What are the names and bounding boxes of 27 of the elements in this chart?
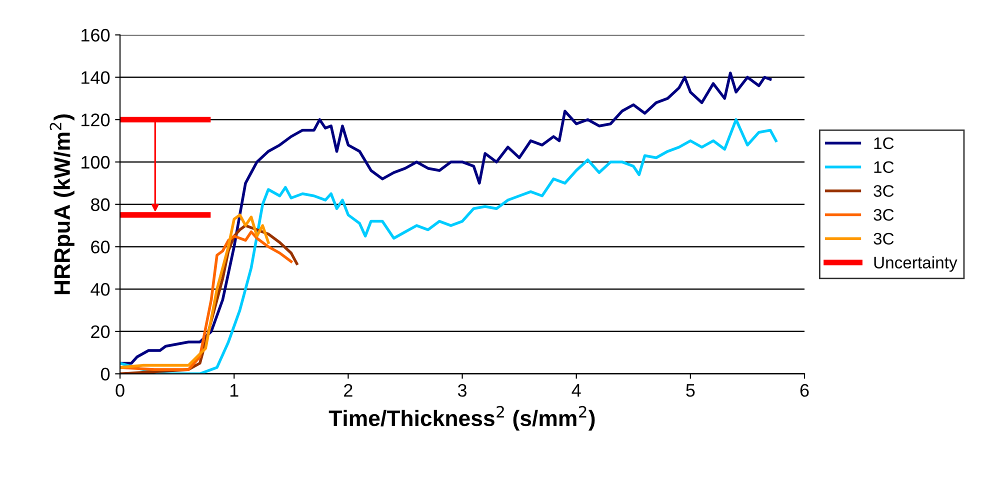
x-tick-label: 1 bbox=[230, 384, 238, 397]
legend-label: 3C bbox=[874, 208, 894, 221]
legend-label: 1C bbox=[874, 161, 894, 174]
line-series bbox=[120, 72, 772, 365]
legend-label: 3C bbox=[874, 185, 894, 197]
y-tick-label: 20 bbox=[91, 325, 110, 338]
x-tick-label: 5 bbox=[686, 384, 695, 397]
x-tick-label: 6 bbox=[800, 384, 809, 397]
y-tick-label: 140 bbox=[82, 71, 110, 84]
y-tick-label: 120 bbox=[82, 114, 110, 126]
legend-label: Uncertainty bbox=[874, 256, 958, 272]
x-tick-label: 4 bbox=[572, 384, 581, 397]
y-tick-label: 100 bbox=[82, 156, 110, 169]
x-tick-label: 2 bbox=[344, 384, 352, 397]
y-tick-label: 60 bbox=[91, 240, 110, 254]
legend-label: 3C bbox=[874, 232, 894, 245]
y-tick-label: 80 bbox=[91, 198, 110, 212]
legend-label: 1C bbox=[874, 137, 894, 150]
y-axis-title: HRRpuA (kW/m$^{2}$) bbox=[50, 114, 74, 294]
y-tick-label: 40 bbox=[90, 283, 110, 296]
x-tick-label: 3 bbox=[458, 384, 466, 397]
x-tick-label: 0 bbox=[116, 384, 124, 397]
line-series bbox=[120, 118, 778, 374]
line-series bbox=[120, 214, 270, 369]
y-tick-label: 160 bbox=[82, 28, 110, 42]
x-axis-title: Time/Thickness$^{2}$ (s/mm$^{2}$) bbox=[328, 406, 595, 431]
y-tick-label: 0 bbox=[100, 368, 110, 381]
